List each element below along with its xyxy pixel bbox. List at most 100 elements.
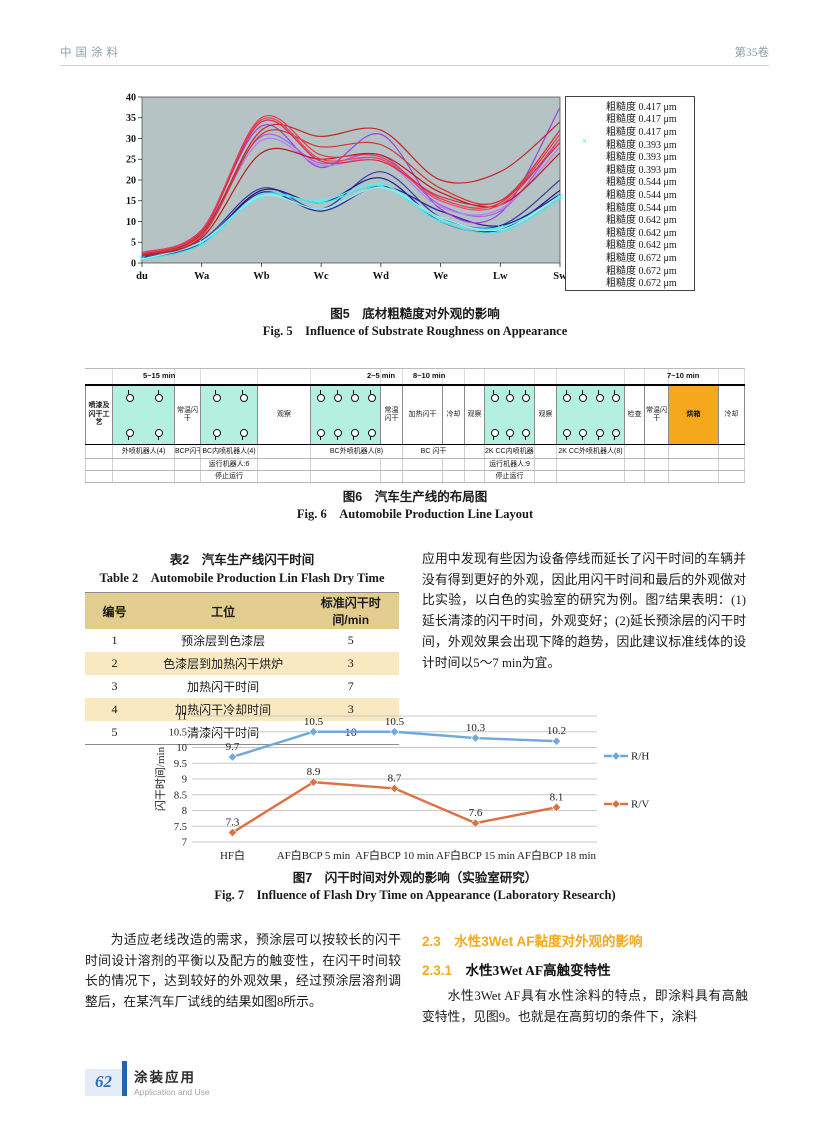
y-tick-label: 20 <box>126 175 136 186</box>
page-footer: 62 涂装应用 Application and Use <box>85 1061 210 1096</box>
equipment-label: 停止运行 <box>485 471 535 482</box>
fig7-caption-en: Fig. 7 Influence of Flash Dry Time on Ap… <box>214 888 616 902</box>
robot-station-cell <box>557 386 625 444</box>
table-header-cell: 编号 <box>85 592 144 629</box>
equipment-label: BC 闪干 <box>403 445 465 458</box>
process-main-row: 喷漆及闪干工艺 常温闪干 观察 常温闪干 加热闪干 冷却 观察 观察 检查 常温闪干 烘箱 冷却 <box>85 384 745 445</box>
equipment-label: BC内喷机器人(4) <box>201 445 258 458</box>
legend-label: R/H <box>631 751 649 763</box>
section-heading-2-3: 2.3 水性3Wet AF黏度对外观的影响 <box>422 930 748 950</box>
legend-item: 粗糙度 0.417 μm <box>572 112 690 125</box>
legend-label: R/V <box>631 799 649 811</box>
legend-item: 粗糙度 0.417 μm <box>572 124 690 138</box>
robot-icon <box>154 428 164 441</box>
legend-item: 粗糙度 0.544 μm <box>572 200 690 214</box>
process-step-cell: 冷却 <box>719 386 745 444</box>
equipment-label: 运行机器人:6 <box>201 459 258 470</box>
footer-section-zh: 涂装应用 <box>134 1070 196 1085</box>
oven-cell: 烘箱 <box>669 386 719 444</box>
series-line <box>141 119 561 255</box>
series-line <box>141 133 561 257</box>
fig6-caption-en: Fig. 6 Automobile Production Line Layout <box>296 507 534 521</box>
page-header: 中国涂料 第35卷 <box>60 44 769 66</box>
legend-item: 粗糙度 0.642 μm <box>572 212 690 226</box>
right-column-text: 应用中发现有些因为设备停线而延长了闪干时间的车辆并没有得到更好的外观，因此用闪干… <box>422 549 746 673</box>
x-tick-label: Wd <box>373 271 390 282</box>
robot-icon <box>316 389 326 402</box>
process-step-cell: 常温闪干 <box>645 386 669 444</box>
robot-icon <box>238 428 248 441</box>
legend-label: 粗糙度 0.393 μm <box>606 139 677 151</box>
legend-item: 粗糙度 0.417 μm <box>572 99 690 113</box>
legend-item: 粗糙度 0.672 μm <box>572 263 690 277</box>
legend-label: 粗糙度 0.544 μm <box>606 202 677 214</box>
robot-icon <box>489 389 499 402</box>
legend-label: 粗糙度 0.393 μm <box>606 152 677 164</box>
process-step-cell: 常温闪干 <box>175 386 201 444</box>
fig5-caption-zh: 图5 底材粗糙度对外观的影响 <box>330 307 500 321</box>
data-point-marker <box>227 827 238 838</box>
y-tick-label: 7 <box>182 838 187 849</box>
x-marker: × <box>582 136 588 147</box>
table-header-cell: 工位 <box>143 592 303 629</box>
data-label: 8.7 <box>388 772 402 784</box>
fig7-flash-dry-chart: 7 7.5 8 8.5 9 9.5 10 10.5 11 闪干时间/min HF白 AF白BCP 5 … <box>153 712 649 863</box>
bottom-right-text: 2.3 水性3Wet AF黏度对外观的影响 2.3.1 水性3Wet AF高触变… <box>422 930 748 1027</box>
table-cell: 清漆闪干时间 <box>187 726 260 740</box>
x-tick-label: We <box>433 271 448 282</box>
legend-item: 粗糙度 0.393 μm <box>572 149 690 164</box>
robot-icon <box>489 428 499 441</box>
table-cell: 加热闪干冷却时间 <box>143 698 303 721</box>
legend-item: 粗糙度 0.642 μm <box>572 225 690 239</box>
legend-label: 粗糙度 0.672 μm <box>606 278 677 290</box>
y-tick-label: 9 <box>182 775 187 786</box>
legend-label: 粗糙度 0.544 μm <box>606 189 677 201</box>
legend-label: 粗糙度 0.642 μm <box>606 227 677 239</box>
x-tick-label: AF白BCP 5 min <box>277 848 351 862</box>
fig7-caption-zh: 图7 闪干时间对外观的影响（实验室研究） <box>292 871 538 885</box>
legend-label: 粗糙度 0.417 μm <box>606 126 677 138</box>
process-step-cell: 观察 <box>258 386 311 444</box>
fig5-roughness-chart: 0 5 10 15 20 25 30 35 40 du Wa Wb Wc Wd We Lw Sw <box>126 93 567 282</box>
body-paragraph: 为适应老线改造的需求，预涂层可以按较长的闪干时间设计溶剂的平衡以及配方的触变性，… <box>85 933 401 1010</box>
table-cell: 3 <box>111 679 118 693</box>
robot-icon <box>349 389 359 402</box>
x-tick-label: du <box>136 271 148 282</box>
table-cell: 3 <box>302 652 399 675</box>
robot-icon <box>521 428 531 441</box>
data-label: 7.3 <box>226 817 240 829</box>
y-tick-label: 10.5 <box>169 727 187 738</box>
equipment-label: 停止运行 <box>201 471 258 482</box>
legend-item: 粗糙度 0.672 μm <box>572 250 690 264</box>
x-tick-label: AF白BCP 18 min <box>517 848 597 862</box>
section-title: 水性3Wet AF黏度对外观的影响 <box>454 934 643 949</box>
x-tick-label: Wb <box>253 271 270 282</box>
robot-icon <box>333 389 343 402</box>
robot-icon <box>578 389 588 402</box>
y-tick-label: 10 <box>126 217 136 228</box>
y-tick-label: 15 <box>126 196 136 207</box>
robot-icon <box>578 428 588 441</box>
table-cell: 5 <box>111 725 118 739</box>
data-label: 7.6 <box>469 807 483 819</box>
robot-icon <box>366 428 376 441</box>
robot-row <box>114 389 173 402</box>
table-row: 3 加热闪干时间 7 <box>85 675 399 698</box>
table-cell: 色漆层到加热闪干烘炉 <box>143 652 303 675</box>
process-step-cell: 冷却 <box>443 386 465 444</box>
data-point-marker <box>611 799 621 809</box>
footer-section-en: Application and Use <box>134 1086 210 1097</box>
data-point-marker <box>308 727 319 737</box>
x-tick-label: Sw <box>553 271 567 282</box>
robot-icon <box>610 428 620 441</box>
table2-flash-dry-time: 编号 工位 标准闪干时间/min 1 预涂层到色漆层 5 2 色漆层到加热闪干烘炉 3 3 加热闪干… <box>85 592 399 745</box>
section-heading-2-3-1: 2.3.1 水性3Wet AF高触变特性 <box>422 959 748 979</box>
table-cell: 3 <box>302 698 399 721</box>
process-time-row: 5~15 min 2~5 min 8~10 min 7~10 min <box>85 368 745 384</box>
table-cell: 5 <box>347 633 354 647</box>
data-label: 10.5 <box>385 716 405 728</box>
data-point-marker <box>470 818 481 828</box>
legend-label: 粗糙度 0.642 μm <box>606 240 677 252</box>
data-point-marker <box>308 777 319 787</box>
